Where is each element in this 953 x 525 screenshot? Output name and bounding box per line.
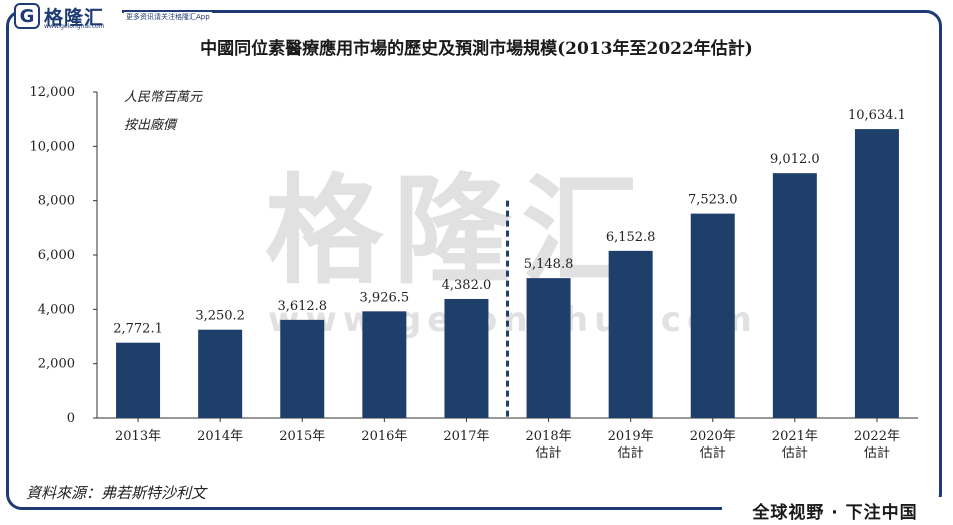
x-tick-label: 2019年	[608, 429, 654, 444]
bar	[198, 329, 243, 418]
y-tick-label: 12,000	[30, 85, 76, 100]
source-note: 資料來源：弗若斯特沙利文	[26, 484, 207, 502]
bar-value-label: 3,926.5	[360, 290, 410, 305]
x-tick-label: 2016年	[361, 429, 407, 444]
x-tick-label: 估計	[864, 445, 890, 461]
bar-value-label: 5,148.8	[524, 257, 574, 272]
bar-value-label: 3,612.8	[277, 299, 327, 314]
logo-g-icon: G	[14, 3, 40, 29]
logo-url: www.gelonghui.com	[44, 23, 105, 30]
x-tick-label: 2015年	[279, 429, 325, 444]
y-tick-label: 4,000	[38, 302, 75, 317]
bar	[526, 278, 571, 418]
x-tick-label: 2022年	[854, 429, 900, 444]
slogan: 全球视野 · 下注中国	[722, 497, 948, 523]
unit-label: 人民幣百萬元	[124, 90, 203, 105]
bar-value-label: 6,152.8	[606, 230, 656, 245]
watermark-text: 格隆汇	[265, 162, 650, 300]
bar	[362, 311, 407, 418]
y-tick-label: 0	[67, 411, 75, 426]
bar-value-label: 7,523.0	[688, 193, 738, 208]
bar	[690, 213, 735, 418]
y-tick-label: 8,000	[38, 194, 75, 209]
bar	[280, 319, 325, 418]
x-tick-label: 2013年	[115, 429, 161, 444]
x-tick-label: 2021年	[772, 429, 818, 444]
bar	[772, 173, 817, 418]
bar	[116, 342, 161, 418]
bar	[854, 129, 899, 419]
x-tick-label: 2020年	[690, 429, 736, 444]
bar-value-label: 4,382.0	[442, 278, 492, 293]
bar-value-label: 3,250.2	[195, 309, 245, 324]
price-basis-label: 按出廠價	[124, 117, 178, 133]
brand-logo: G 格隆汇	[14, 0, 122, 32]
bar-value-label: 10,634.1	[848, 108, 906, 123]
bar	[608, 250, 653, 418]
header-tagline: 更多资讯请关注格隆汇App	[124, 12, 212, 22]
logo-text: 格隆汇	[44, 6, 105, 29]
x-tick-label: 2014年	[197, 429, 243, 444]
y-tick-label: 10,000	[30, 139, 76, 154]
x-tick-label: 估計	[536, 445, 562, 461]
x-tick-label: 估計	[700, 445, 726, 461]
chart-title: 中國同位素醫療應用市場的歷史及預測市場規模(2013年至2022年估計)	[200, 39, 753, 59]
bar	[444, 298, 489, 418]
x-tick-label: 估計	[618, 445, 644, 461]
bar-value-label: 2,772.1	[113, 322, 163, 337]
y-tick-label: 2,000	[38, 357, 75, 372]
watermark-url: www.gelonghui.com	[268, 300, 758, 340]
x-tick-label: 2018年	[526, 429, 572, 444]
x-tick-label: 估計	[782, 445, 808, 461]
x-tick-label: 2017年	[443, 429, 489, 444]
bar-value-label: 9,012.0	[770, 152, 820, 167]
y-tick-label: 6,000	[38, 248, 75, 263]
